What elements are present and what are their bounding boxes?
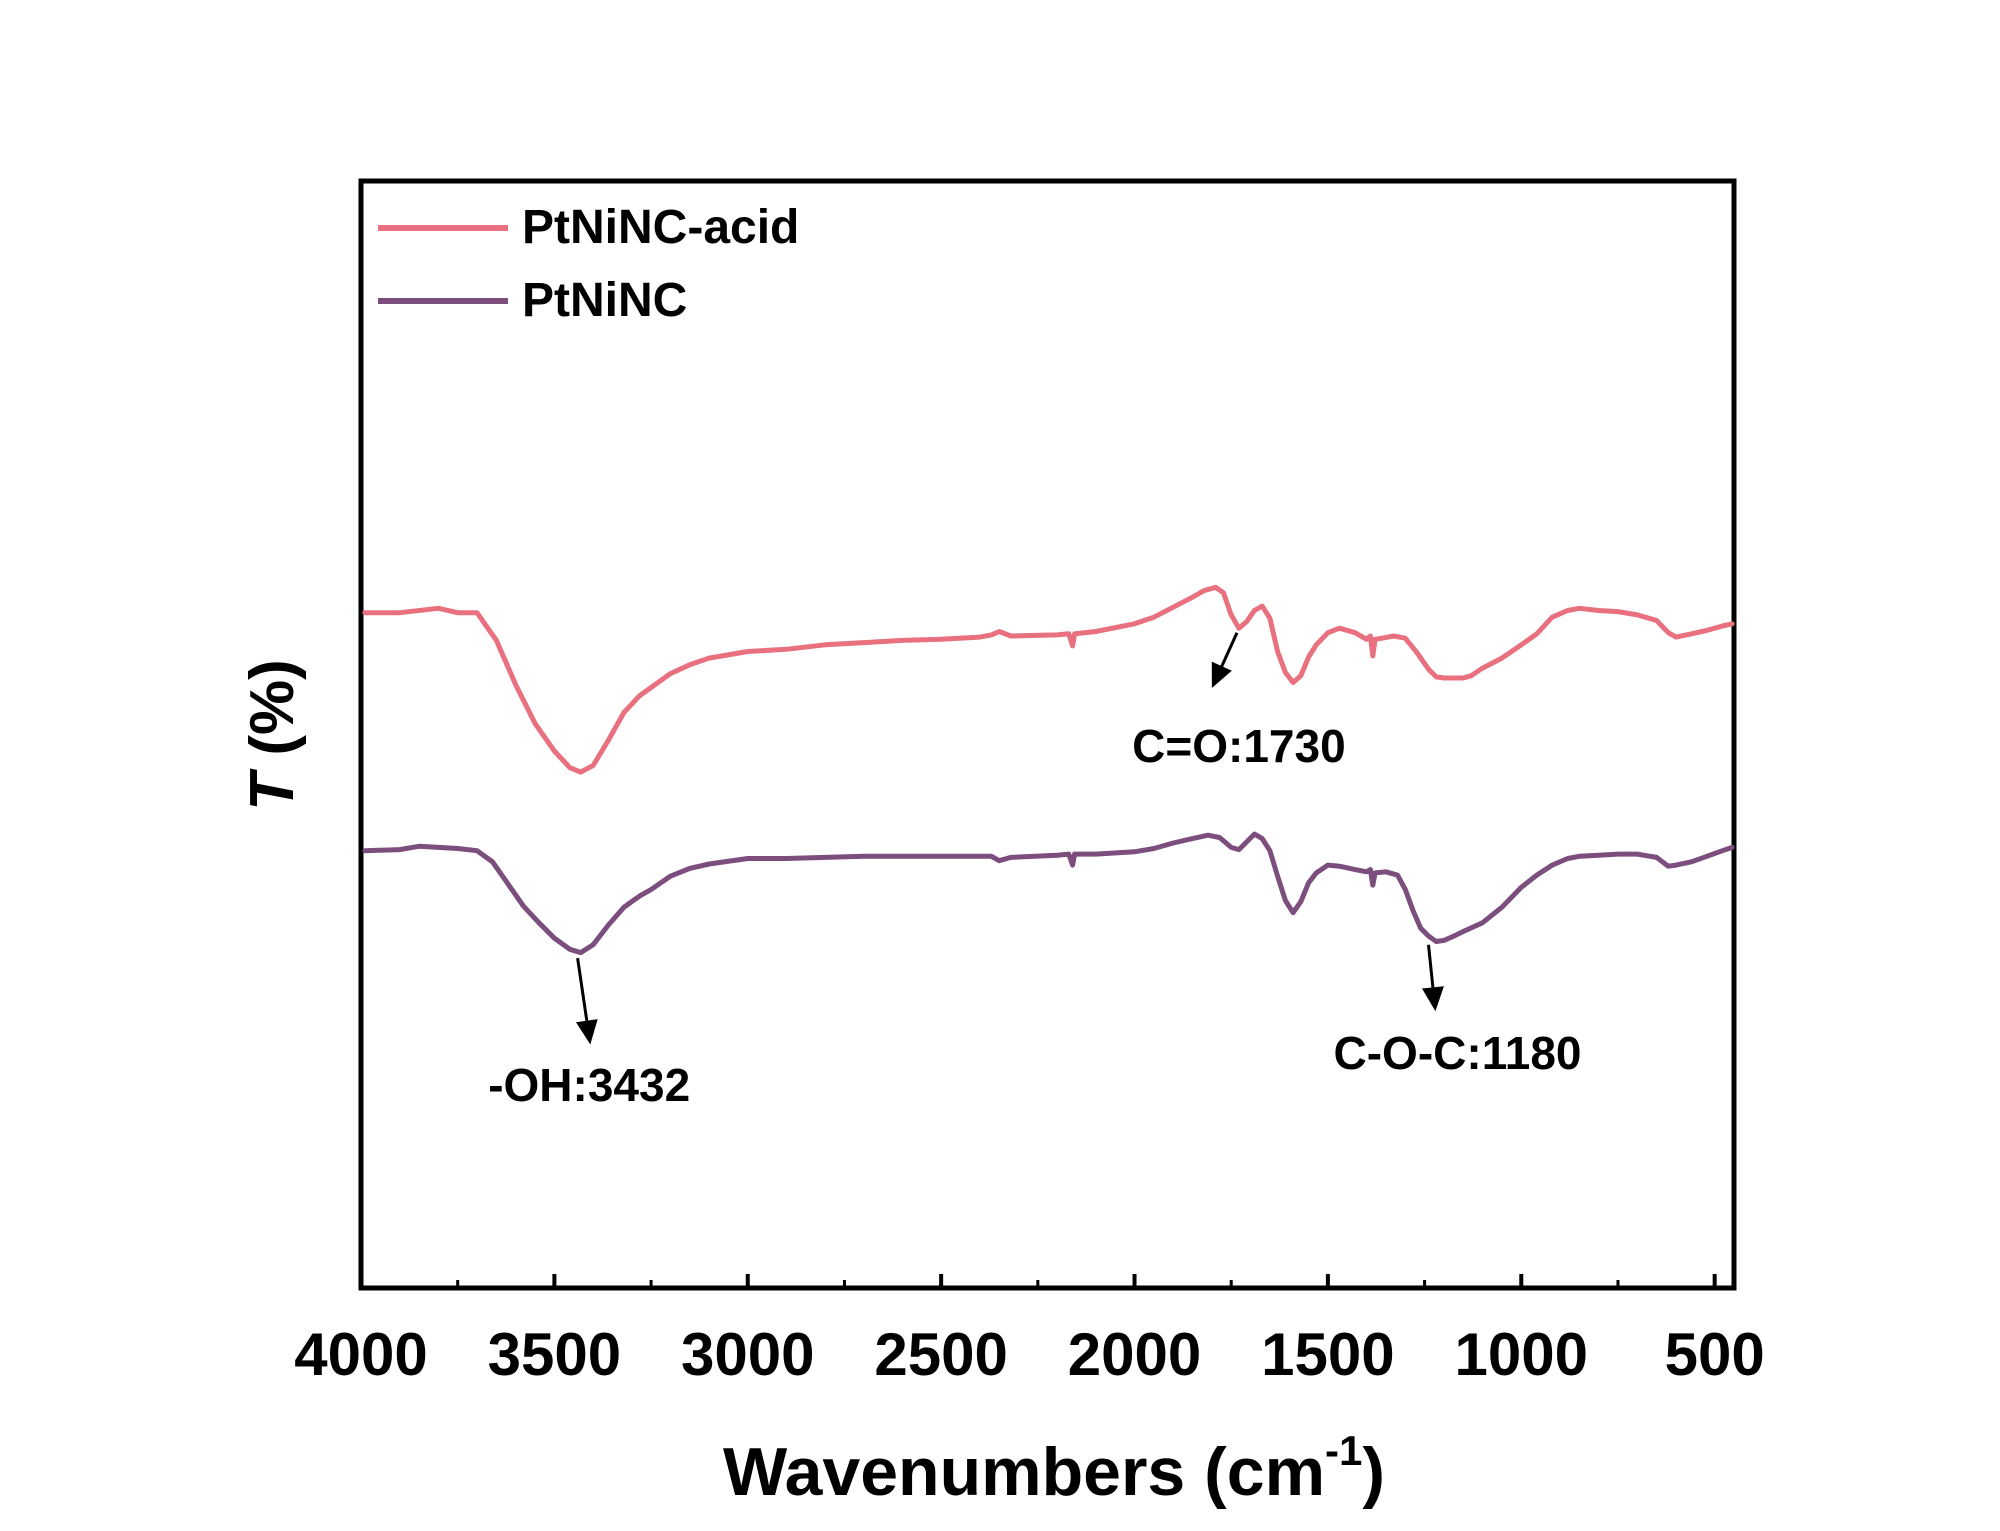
x-axis-title-close: ) — [1362, 1434, 1385, 1510]
series-line-ptninc-acid — [362, 584, 1735, 775]
annotation-arrowhead-c-o-c-1180 — [1422, 986, 1444, 1012]
x-tick-label-2000: 2000 — [1068, 1321, 1201, 1388]
y-axis-title-symbol: T — [238, 768, 307, 811]
y-axis-title: T (%) — [238, 659, 307, 811]
annotation-arrowhead-c-o-1730 — [1211, 661, 1232, 688]
x-axis-title: Wavenumbers (cm-1) — [723, 1427, 1385, 1510]
annotation-label-c-o-1730: C=O:1730 — [1132, 720, 1346, 772]
annotation-arrow-c-o-c-1180 — [1427, 944, 1435, 988]
annotation-layer: C=O:1730 -OH:3432 C-O-C:1180 — [488, 632, 1582, 1111]
legend-label-ptninc-acid: PtNiNC-acid — [522, 201, 799, 254]
annotation-arrow-oh-3432 — [576, 957, 589, 1021]
legend: PtNiNC-acid PtNiNC — [378, 201, 799, 327]
x-axis-ticks: 4000 3500 3000 2500 2000 1500 1000 500 — [294, 1274, 1765, 1388]
x-tick-label-2500: 2500 — [874, 1321, 1007, 1388]
x-tick-label-4000: 4000 — [294, 1321, 427, 1388]
series-layer — [362, 584, 1735, 956]
x-axis-title-main: Wavenumbers (cm — [723, 1434, 1325, 1510]
annotation-arrow-c-o-1730 — [1220, 632, 1239, 667]
y-axis-title-unit: (%) — [238, 659, 307, 773]
x-tick-label-1500: 1500 — [1261, 1321, 1394, 1388]
annotation-arrowhead-oh-3432 — [576, 1019, 598, 1045]
legend-label-ptninc: PtNiNC — [522, 274, 687, 327]
x-tick-label-500: 500 — [1665, 1321, 1765, 1388]
x-tick-label-3500: 3500 — [488, 1321, 621, 1388]
plot-frame — [358, 178, 1737, 1291]
x-tick-label-3000: 3000 — [681, 1321, 814, 1388]
x-tick-label-1000: 1000 — [1455, 1321, 1588, 1388]
x-axis-title-superscript: -1 — [1325, 1427, 1362, 1474]
annotation-label-c-o-c-1180: C-O-C:1180 — [1334, 1027, 1582, 1079]
series-line-ptninc — [362, 831, 1735, 956]
annotation-label-oh-3432: -OH:3432 — [488, 1059, 690, 1111]
